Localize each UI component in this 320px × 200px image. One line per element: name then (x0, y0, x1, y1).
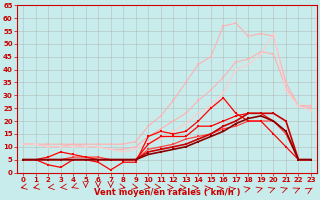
X-axis label: Vent moyen/en rafales ( km/h ): Vent moyen/en rafales ( km/h ) (94, 188, 240, 197)
